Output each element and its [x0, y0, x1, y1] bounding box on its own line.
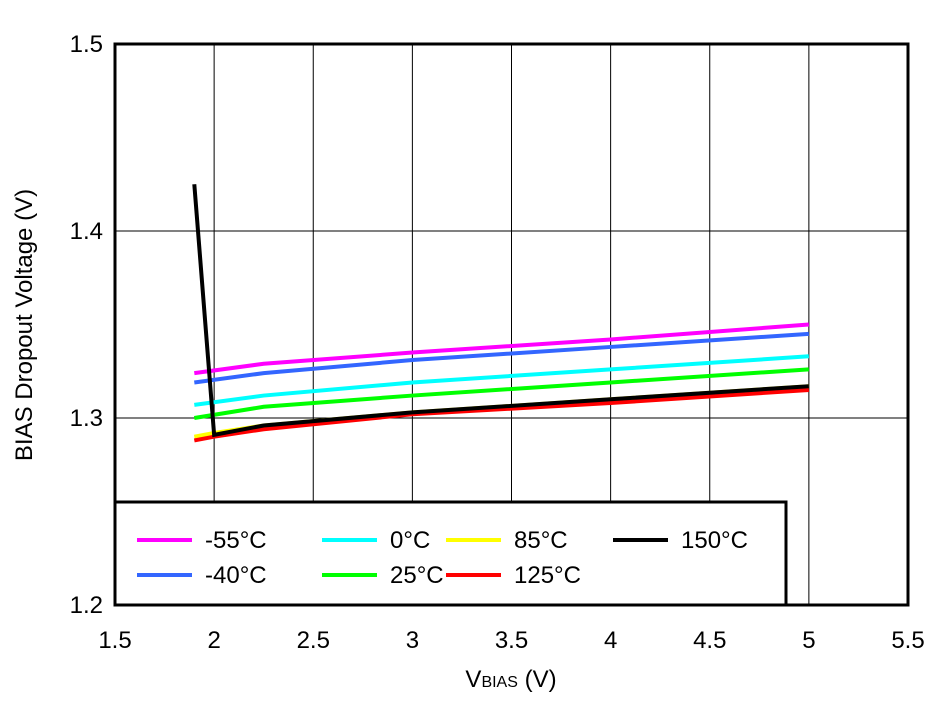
x-tick-label: 1.5: [98, 627, 131, 654]
x-tick-label: 3: [406, 627, 419, 654]
y-tick-label: 1.3: [70, 405, 103, 432]
series-line: [194, 331, 810, 385]
legend-label: 150°C: [681, 527, 748, 554]
x-tick-label: 2.5: [297, 627, 330, 654]
y-tick-label: 1.2: [70, 592, 103, 619]
legend-label: 125°C: [514, 562, 581, 589]
y-tick-label: 1.4: [70, 218, 103, 245]
legend-label: 25°C: [390, 562, 444, 589]
y-tick-label: 1.5: [70, 31, 103, 58]
legend-label: -55°C: [205, 527, 267, 554]
legend-label: 0°C: [390, 527, 430, 554]
x-tick-label: 5: [802, 627, 815, 654]
x-tick-label: 4.5: [693, 627, 726, 654]
series-line: [192, 184, 810, 438]
series-line: [194, 322, 810, 376]
legend: -55°C -40°C 0°C 25°C 85°C 125°C 150°C: [113, 500, 788, 607]
tick-labels: 1.5 2 2.5 3 3.5 4 4.5 5 5.5 1.2 1.3 1.4 1.5: [70, 31, 925, 654]
x-tick-label: 5.5: [891, 627, 924, 654]
legend-label: -40°C: [205, 562, 267, 589]
y-axis-label: BIAS Dropout Voltage (V): [11, 189, 38, 461]
x-tick-label: 2: [207, 627, 220, 654]
series-line: [193, 367, 810, 420]
series-line: [193, 387, 810, 443]
legend-box: [113, 500, 788, 607]
x-tick-label: 3.5: [495, 627, 528, 654]
series-lines: [192, 184, 810, 443]
legend-label: 85°C: [514, 527, 568, 554]
series-line: [194, 354, 810, 407]
x-axis-label: VBIAS (V): [465, 666, 556, 693]
x-tick-label: 4: [604, 627, 617, 654]
